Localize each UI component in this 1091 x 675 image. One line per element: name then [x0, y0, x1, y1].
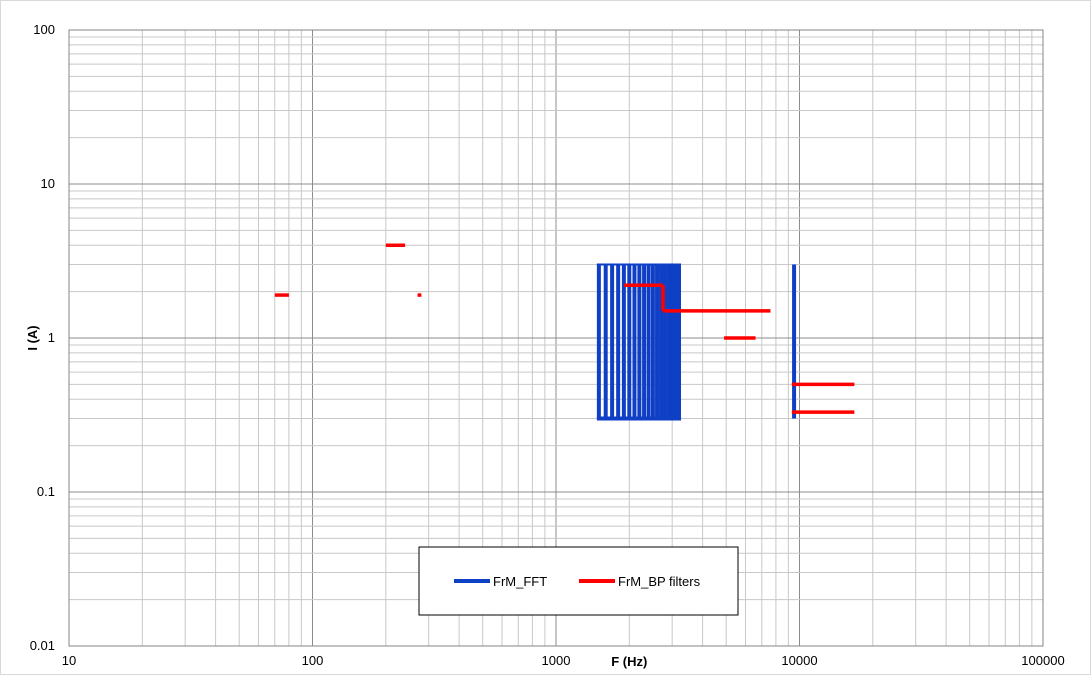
- x-tick-label: 100000: [1021, 653, 1064, 668]
- legend-label-bp-filters: FrM_BP filters: [618, 574, 701, 589]
- x-tick-label: 1000: [542, 653, 571, 668]
- legend-label-fft: FrM_FFT: [493, 574, 547, 589]
- grid: [69, 30, 1043, 646]
- x-tick-label: 10000: [781, 653, 817, 668]
- y-tick-label: 10: [41, 176, 55, 191]
- y-tick-label: 0.1: [37, 484, 55, 499]
- series-layer: [274, 243, 855, 421]
- plot-area-border: [68, 29, 1044, 647]
- x-tick-label: 100: [302, 653, 324, 668]
- tick-labels: 10 100 1000 10000 100000 0.01 0.1 1 10 100: [30, 22, 1065, 668]
- x-tick-label: 10: [62, 653, 76, 668]
- legend: FrM_FFT FrM_BP filters: [418, 546, 739, 616]
- x-axis-title: F (Hz): [611, 654, 647, 669]
- y-tick-label: 100: [33, 22, 55, 37]
- y-axis-title: I (A): [25, 325, 40, 350]
- y-tick-label: 1: [48, 330, 55, 345]
- y-tick-label: 0.01: [30, 638, 55, 653]
